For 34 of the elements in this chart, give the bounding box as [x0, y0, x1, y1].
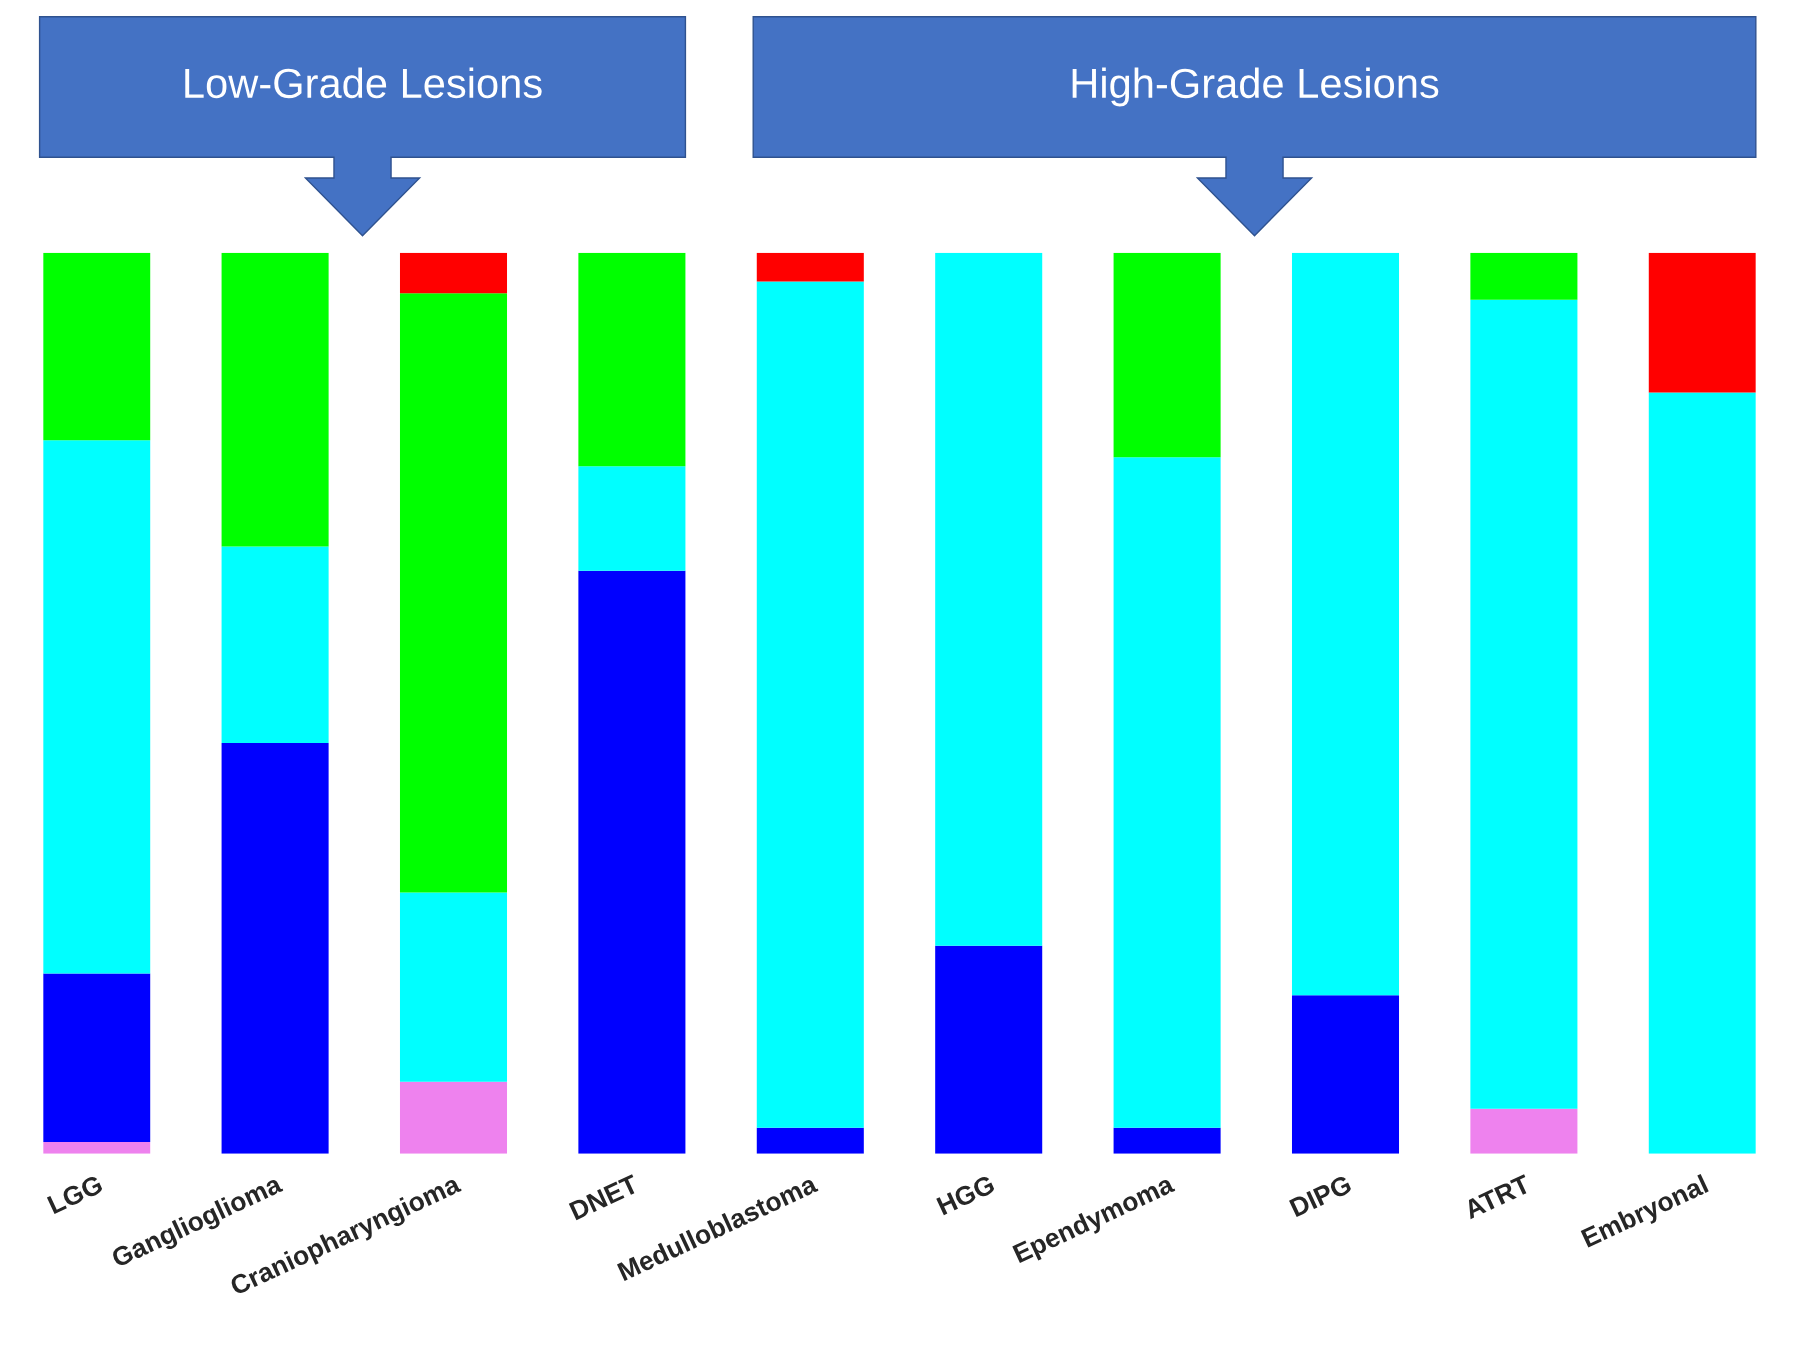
bar [935, 945, 1043, 1154]
bar [399, 892, 508, 1082]
bar [399, 1081, 508, 1154]
bar [43, 440, 151, 974]
bar [1291, 252, 1400, 996]
bar [1648, 252, 1756, 393]
bar [1470, 252, 1578, 300]
bar [935, 252, 1043, 946]
bar [1113, 252, 1221, 458]
bar [399, 252, 508, 294]
text: Low-Grade Lesions [185, 67, 542, 99]
bar [756, 1127, 864, 1154]
text: High-Grade Lesions [1072, 67, 1439, 107]
bar [1291, 995, 1400, 1154]
bar [43, 973, 151, 1143]
bar [578, 570, 686, 1154]
bar [1648, 392, 1756, 1154]
bar [221, 252, 329, 547]
bar [756, 281, 864, 1128]
x-tick-label: DIPG [1288, 1174, 1353, 1218]
bar [399, 293, 508, 893]
bar [43, 252, 151, 441]
bar [1113, 457, 1221, 1128]
bar [1470, 299, 1578, 1109]
bar [578, 252, 686, 467]
bar [221, 546, 329, 743]
x-tick-label: LGG [46, 1174, 104, 1215]
bar [1113, 1127, 1221, 1154]
bar [1470, 1108, 1578, 1154]
bar [43, 1142, 151, 1154]
bar [756, 252, 864, 282]
x-tick-label: HGG [936, 1174, 996, 1216]
bar [221, 742, 329, 1154]
bar [578, 466, 686, 571]
